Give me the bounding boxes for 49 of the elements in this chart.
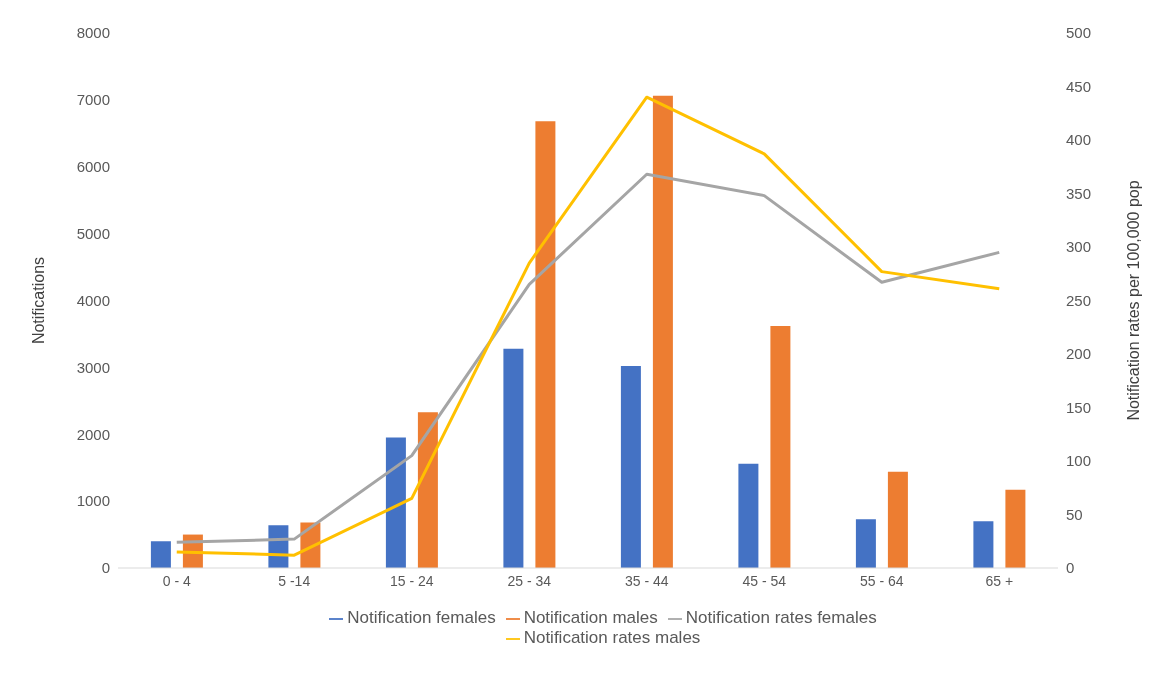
x-tick-label: 55 - 64: [859, 572, 904, 589]
bar: [503, 348, 524, 568]
y-tick-label: 7000: [76, 91, 110, 109]
y-tick-label: 0: [101, 559, 110, 577]
y2-tick-label: 450: [1066, 77, 1092, 95]
x-tick-label: 15 - 24: [389, 572, 434, 589]
bar: [535, 121, 556, 568]
y2-tick-label: 50: [1066, 505, 1083, 523]
legend-label: Notification rates males: [523, 628, 701, 647]
y2-tick-label: 300: [1066, 238, 1092, 256]
bar: [770, 325, 791, 568]
y-tick-label: 1000: [76, 492, 110, 510]
bar: [652, 95, 673, 568]
y2-tick-label: 500: [1066, 24, 1092, 42]
x-tick-label: 25 - 34: [507, 572, 552, 589]
x-tick-label: 65 +: [985, 572, 1014, 589]
y-tick-label: 4000: [76, 291, 110, 309]
y2-tick-label: 350: [1066, 184, 1092, 202]
bar: [620, 366, 641, 568]
legend-label: Notification males: [523, 608, 658, 627]
y2-tick-label: 250: [1066, 291, 1092, 309]
line-series: [175, 172, 1001, 544]
x-tick-label: 5 -14: [278, 572, 311, 589]
bar: [417, 412, 438, 568]
y2-tick-label: 150: [1066, 398, 1092, 416]
y2-tick-label: 100: [1066, 452, 1092, 470]
legend-label: Notification rates females: [685, 608, 877, 627]
legend-label: Notification females: [347, 608, 496, 627]
y-tick-label: 8000: [76, 24, 110, 42]
y-tick-label: 6000: [76, 158, 110, 176]
y-tick-label: 3000: [76, 358, 110, 376]
y2-tick-label: 0: [1066, 559, 1075, 577]
bar: [150, 541, 171, 568]
line-series: [175, 95, 1001, 557]
y-tick-label: 5000: [76, 224, 110, 242]
bar: [385, 437, 406, 568]
bar: [738, 463, 759, 568]
y-tick-label: 2000: [76, 425, 110, 443]
x-tick-label: 45 - 54: [742, 572, 787, 589]
x-tick-label: 0 - 4: [162, 572, 191, 589]
y-axis-title: Notifications: [29, 256, 47, 345]
y2-axis-title: Notification rates per 100,000 pop: [1124, 180, 1142, 421]
bar: [855, 519, 876, 568]
y2-tick-label: 400: [1066, 131, 1092, 149]
x-tick-label: 35 - 44: [624, 572, 669, 589]
bar: [887, 471, 908, 568]
y2-tick-label: 200: [1066, 345, 1092, 363]
bar: [973, 521, 994, 568]
bar: [1005, 489, 1026, 568]
